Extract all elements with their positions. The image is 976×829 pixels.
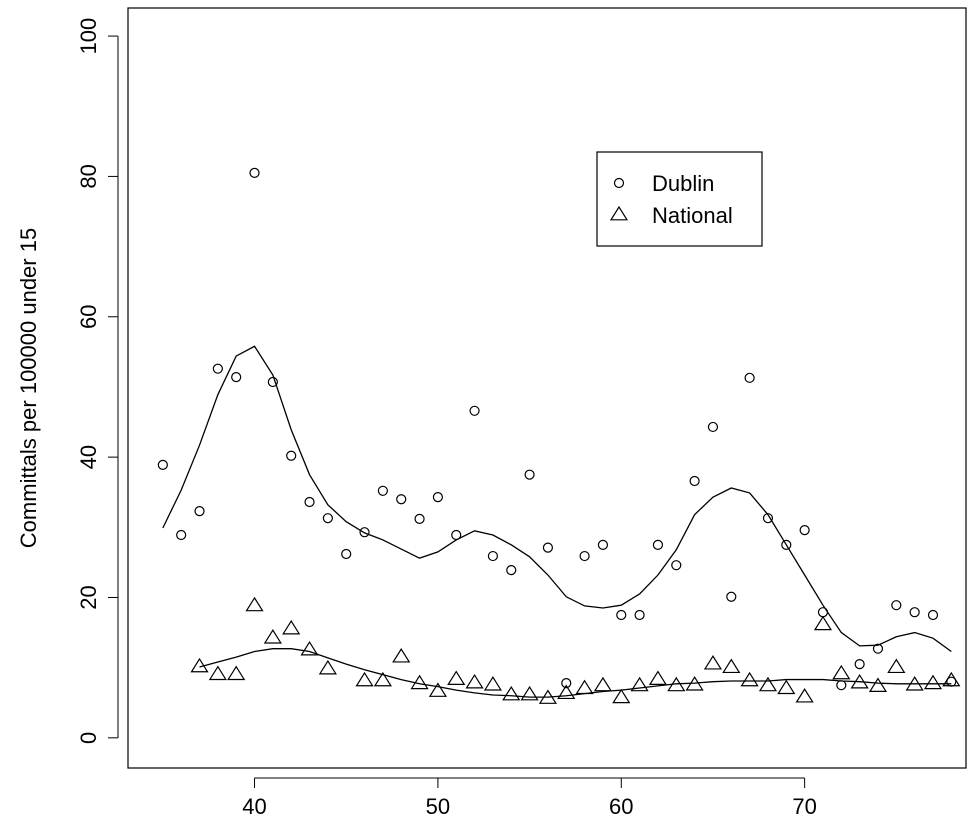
point	[648, 670, 668, 685]
point	[836, 680, 847, 691]
point	[579, 550, 590, 562]
legend-marker	[609, 205, 629, 221]
point	[469, 405, 480, 416]
point	[267, 376, 278, 388]
point	[263, 629, 282, 644]
point	[634, 609, 645, 621]
point	[854, 659, 865, 670]
point	[630, 676, 649, 692]
point	[414, 513, 425, 524]
point	[740, 671, 759, 687]
point	[561, 677, 572, 689]
point	[703, 655, 723, 670]
point	[286, 450, 297, 461]
point	[231, 372, 242, 383]
legend-box	[596, 151, 763, 247]
x-tick-label: 70	[792, 794, 816, 819]
point	[868, 677, 888, 692]
point	[359, 527, 370, 538]
point	[194, 506, 205, 517]
x-tick-label: 50	[426, 794, 450, 819]
y-tick-label: 0	[76, 732, 101, 744]
point	[616, 609, 627, 621]
y-tick-label: 40	[76, 445, 101, 469]
point	[524, 469, 535, 480]
point	[671, 560, 682, 571]
y-tick-label: 60	[76, 305, 101, 329]
point	[795, 687, 814, 703]
point	[799, 525, 810, 536]
y-tick-label: 20	[76, 585, 101, 609]
point	[612, 688, 631, 704]
smooth-line	[162, 345, 952, 653]
x-tick-label: 60	[609, 794, 633, 819]
point	[832, 664, 851, 680]
legend-label: Dublin	[652, 171, 714, 196]
point	[909, 607, 920, 618]
point	[483, 676, 502, 691]
y-axis-label: Committals per 100000 under 15	[16, 228, 41, 548]
point	[341, 548, 352, 560]
point	[487, 550, 499, 562]
point	[707, 421, 719, 433]
point	[722, 658, 741, 674]
point	[593, 676, 613, 692]
point	[282, 619, 301, 635]
point	[227, 665, 246, 681]
point	[396, 494, 407, 505]
point	[891, 600, 902, 611]
point	[758, 676, 778, 692]
x-tick-label: 40	[242, 794, 266, 819]
point	[373, 671, 392, 687]
point	[520, 685, 539, 701]
legend-marker	[613, 177, 625, 189]
point	[245, 596, 264, 612]
point	[392, 647, 411, 663]
point	[813, 615, 833, 631]
point	[447, 670, 466, 685]
legend: Dublin National	[596, 151, 763, 247]
point	[542, 542, 554, 553]
point	[726, 591, 737, 602]
point	[157, 459, 168, 470]
point	[249, 167, 260, 179]
point	[212, 363, 223, 374]
point	[777, 679, 796, 695]
point	[432, 492, 443, 503]
point	[208, 665, 227, 681]
point	[781, 539, 792, 550]
y-tick-label: 100	[76, 18, 101, 55]
y-tick-label: 80	[76, 164, 101, 188]
point	[304, 496, 315, 508]
point	[557, 684, 576, 700]
plot-box	[127, 7, 967, 769]
point	[927, 609, 939, 621]
point	[502, 685, 521, 701]
point	[506, 565, 517, 576]
point	[872, 643, 884, 654]
point	[887, 658, 906, 674]
point	[322, 513, 333, 524]
point	[689, 475, 700, 487]
point	[300, 640, 319, 656]
point	[652, 539, 664, 550]
legend-label: National	[652, 203, 733, 228]
point	[597, 539, 609, 550]
point	[923, 674, 943, 690]
point	[465, 673, 484, 689]
point	[575, 679, 594, 695]
point	[318, 659, 337, 675]
point	[942, 671, 961, 687]
point	[355, 671, 374, 687]
point	[428, 682, 447, 697]
point	[410, 674, 429, 690]
smooth-line	[199, 648, 952, 698]
point	[377, 485, 388, 496]
point	[744, 372, 755, 383]
point	[176, 529, 187, 541]
